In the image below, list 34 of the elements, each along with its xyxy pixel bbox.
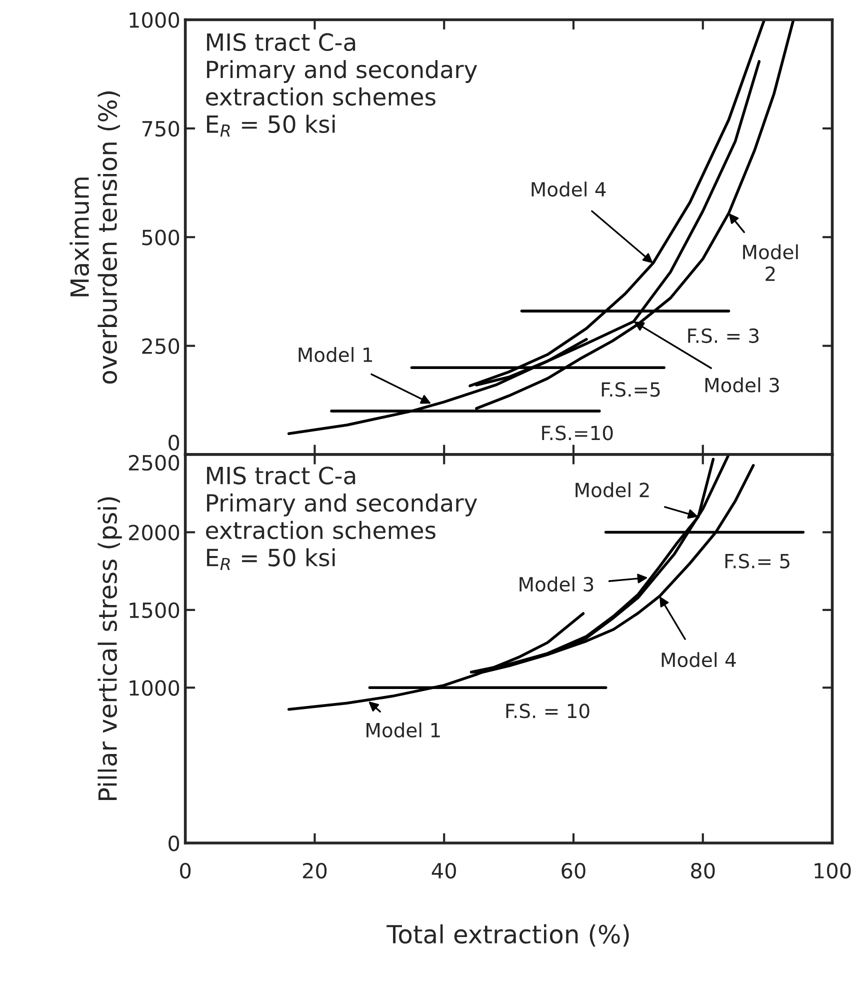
annotation: Model 1 <box>298 347 372 362</box>
annotation: Model 1 <box>366 722 440 738</box>
annotation: Model 4 <box>532 182 606 197</box>
y-axis-title: Maximum overburden tension (%) <box>70 91 120 384</box>
annotation: F.S.=5 <box>602 382 660 397</box>
y-tick-label: 500 <box>142 230 180 246</box>
annotation: F.S.=10 <box>542 426 613 440</box>
x-tick-label: 60 <box>562 862 586 879</box>
annotation: F.S.= 5 <box>725 554 790 568</box>
annotation: MIS tract C-a Primary and secondary extraction schemes E$_{R}$ = 50 ksi <box>206 466 478 570</box>
annotation: Model 4 <box>662 652 736 668</box>
annotation: Model 2 <box>576 482 649 498</box>
y-tick-label: 2000 <box>128 524 180 540</box>
y-tick-label: 0 <box>168 835 180 852</box>
annotation: F.S. = 3 <box>688 328 759 344</box>
x-tick-label: 20 <box>302 862 327 879</box>
x-tick-label: 100 <box>814 862 851 879</box>
y-tick-label: 1000 <box>130 680 180 696</box>
x-axis-title: Total extraction (%) <box>386 924 629 947</box>
y-tick-label: 1500 <box>130 602 180 618</box>
annotation: Model 2 <box>743 244 798 281</box>
annotation: MIS tract C-a Primary and secondary extraction schemes E$_{R}$ = 50 ksi <box>206 33 478 137</box>
x-tick-label: 0 <box>180 862 191 879</box>
y-tick-label: 750 <box>142 120 180 137</box>
y-axis-title: Pillar vertical stress (psi) <box>98 497 122 800</box>
annotation: F.S. = 10 <box>506 704 590 718</box>
y-tick-label: 1000 <box>130 12 180 28</box>
x-tick-label: 80 <box>691 862 715 879</box>
annotation: Model 3 <box>520 576 594 592</box>
annotation: Model 3 <box>705 377 779 392</box>
y-tick-label: 0 <box>168 434 180 451</box>
x-tick-label: 40 <box>432 862 456 879</box>
y-tick-label: 2500 <box>128 454 180 471</box>
y-tick-label: 250 <box>142 338 180 354</box>
